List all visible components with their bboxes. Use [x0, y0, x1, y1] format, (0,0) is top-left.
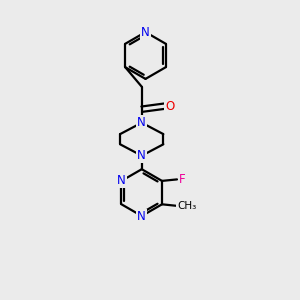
Text: N: N: [141, 26, 150, 39]
Text: F: F: [179, 173, 186, 186]
Text: CH₃: CH₃: [177, 201, 196, 211]
Text: N: N: [117, 174, 126, 188]
Text: O: O: [165, 100, 174, 113]
Text: N: N: [137, 116, 146, 129]
Text: N: N: [137, 149, 146, 162]
Text: N: N: [137, 209, 146, 223]
